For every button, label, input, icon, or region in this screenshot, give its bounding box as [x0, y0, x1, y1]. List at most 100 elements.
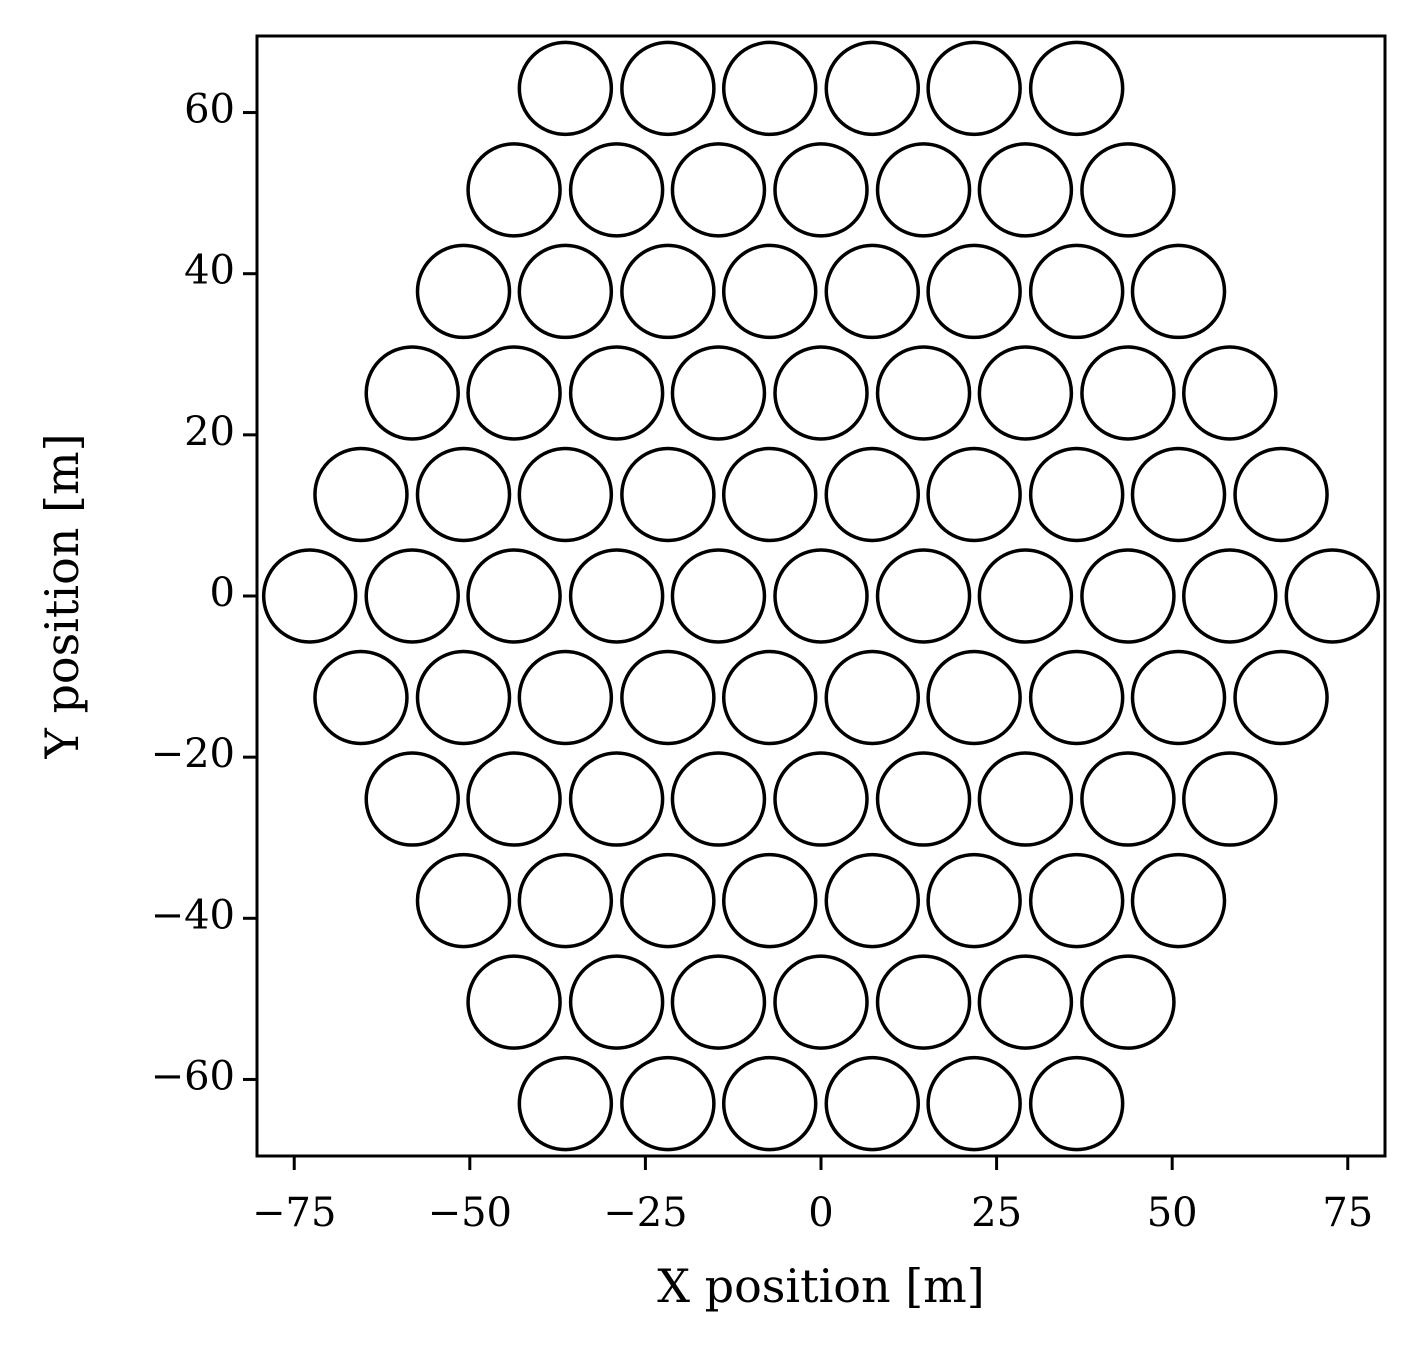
marker [824, 1055, 921, 1152]
marker [1080, 345, 1176, 441]
marker [977, 751, 1074, 847]
marker [620, 446, 716, 543]
marker [1028, 1055, 1125, 1152]
marker [670, 954, 767, 1050]
y-tick-label: 60 [184, 87, 235, 133]
y-axis-label: Y position [m] [35, 433, 89, 759]
marker [517, 1055, 614, 1152]
marker [568, 751, 665, 847]
marker [1233, 649, 1329, 746]
marker [517, 243, 614, 340]
marker [313, 446, 409, 543]
marker [926, 852, 1022, 949]
marker [620, 1055, 716, 1152]
marker [721, 446, 818, 543]
marker [670, 548, 767, 644]
marker [773, 345, 869, 441]
marker [926, 446, 1022, 543]
marker [517, 40, 614, 137]
x-tick-label: 75 [1322, 1190, 1373, 1236]
marker [261, 548, 358, 644]
marker [773, 954, 869, 1050]
x-tick-label: −75 [252, 1190, 336, 1236]
marker [773, 142, 869, 238]
marker [875, 548, 972, 644]
x-tick-label: 50 [1147, 1190, 1198, 1236]
marker [670, 142, 767, 238]
marker [466, 345, 562, 441]
marker [1028, 446, 1125, 543]
marker [875, 345, 972, 441]
marker [926, 649, 1022, 746]
marker [926, 243, 1022, 340]
marker [364, 345, 460, 441]
marker [620, 852, 716, 949]
marker [926, 40, 1022, 137]
marker [1182, 345, 1278, 441]
marker [1130, 649, 1227, 746]
y-tick-label: −60 [151, 1053, 235, 1099]
marker [977, 548, 1074, 644]
marker [568, 548, 665, 644]
marker [364, 751, 460, 847]
marker [1080, 751, 1176, 847]
marker [875, 142, 972, 238]
y-tick-label: 0 [210, 570, 235, 616]
marker [824, 243, 921, 340]
marker [1130, 446, 1227, 543]
marker [1130, 243, 1227, 340]
marker [670, 345, 767, 441]
marker [620, 40, 716, 137]
marker [721, 649, 818, 746]
marker [721, 1055, 818, 1152]
marker [721, 852, 818, 949]
marker [517, 446, 614, 543]
x-axis-label: X position [m] [657, 1259, 984, 1313]
marker [620, 243, 716, 340]
marker [670, 751, 767, 847]
marker [1080, 548, 1176, 644]
marker [1028, 40, 1125, 137]
x-tick-label: −50 [428, 1190, 512, 1236]
marker [977, 142, 1074, 238]
marker [1080, 142, 1176, 238]
marker [364, 548, 460, 644]
marker [415, 852, 512, 949]
marker [415, 243, 512, 340]
x-tick-label: −25 [603, 1190, 687, 1236]
marker [1233, 446, 1329, 543]
marker [773, 548, 869, 644]
marker [721, 243, 818, 340]
marker [1028, 243, 1125, 340]
marker [1284, 548, 1381, 644]
marker [466, 954, 562, 1050]
y-tick-label: 40 [184, 248, 235, 294]
marker [824, 446, 921, 543]
x-tick-label: 0 [808, 1190, 833, 1236]
marker [620, 649, 716, 746]
y-tick-label: 20 [184, 409, 235, 455]
marker [875, 954, 972, 1050]
marker [824, 40, 921, 137]
marker [1028, 649, 1125, 746]
marker [1028, 852, 1125, 949]
marker [977, 954, 1074, 1050]
marker [466, 142, 562, 238]
marker [1130, 852, 1227, 949]
marker [313, 649, 409, 746]
marker [977, 345, 1074, 441]
marker [568, 142, 665, 238]
marker [415, 446, 512, 543]
marker [517, 852, 614, 949]
marker [1080, 954, 1176, 1050]
plot-frame [255, 34, 1387, 1158]
marker [517, 649, 614, 746]
marker [466, 751, 562, 847]
marker [568, 345, 665, 441]
y-tick-label: −20 [151, 731, 235, 777]
marker [466, 548, 562, 644]
marker [1182, 751, 1278, 847]
x-tick-label: 25 [971, 1190, 1022, 1236]
y-tick-label: −40 [151, 892, 235, 938]
